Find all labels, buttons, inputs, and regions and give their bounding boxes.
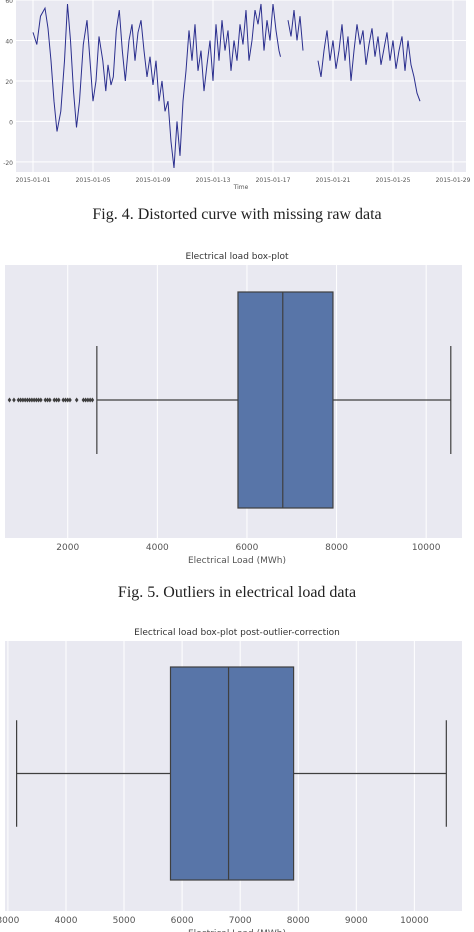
outlier-point	[83, 397, 88, 403]
fig6-box-plot: Electrical load box-plot post-outlier-co…	[0, 624, 474, 932]
y-tick-label: 40	[5, 38, 13, 45]
outlier-point	[30, 397, 34, 403]
outlier-point	[68, 397, 72, 403]
x-tick-label: 8000	[287, 916, 310, 926]
x-tick-label: 3000	[0, 916, 20, 926]
x-tick-label: 2015-01-01	[16, 177, 51, 184]
outlier-point	[32, 397, 36, 403]
fig6-chart-svg: Electrical load box-plot post-outlier-co…	[0, 628, 462, 932]
x-tick-label: 2015-01-29	[436, 177, 471, 184]
x-tick-label: 10000	[412, 543, 441, 553]
outlier-point	[56, 397, 61, 403]
series-line	[32, 3, 281, 169]
outlier-point	[65, 397, 70, 403]
plot-background	[5, 265, 462, 538]
outlier-point	[39, 397, 43, 403]
series-line	[317, 24, 421, 102]
x-tick-label: 2015-01-05	[76, 177, 111, 184]
chart-title: Electrical load box-plot	[185, 252, 289, 262]
x-tick-label: 4000	[55, 916, 78, 926]
x-tick-label: 6000	[171, 916, 194, 926]
outlier-point	[36, 397, 41, 403]
outlier-point	[25, 397, 30, 403]
outlier-point	[21, 397, 25, 403]
chart-title: Electrical load box-plot post-outlier-co…	[134, 628, 340, 638]
y-tick-label: 20	[5, 79, 13, 86]
x-tick-label: 10000	[400, 916, 429, 926]
x-tick-label: 6000	[235, 543, 258, 553]
fig4-caption: Fig. 4. Distorted curve with missing raw…	[92, 206, 382, 223]
outlier-point	[81, 397, 86, 403]
x-axis-label: Electrical Load (MWh)	[188, 556, 286, 566]
x-tick-label: 9000	[345, 916, 368, 926]
iqr-box	[169, 666, 295, 881]
fig5-caption: Fig. 5. Outliers in electrical load data	[117, 584, 357, 601]
fig5-chart-svg: Electrical load box-plot 2000 4000 6000 8000…	[5, 252, 462, 566]
y-tick-label: 0	[9, 119, 13, 126]
outlier-point	[54, 397, 59, 403]
outlier-point	[90, 397, 95, 403]
fig5-box-plot: Electrical load box-plot 2000 4000 6000 8000…	[0, 250, 474, 575]
x-axis-label: Time	[233, 184, 249, 191]
outlier-point	[34, 397, 39, 403]
outlier-point	[61, 397, 66, 403]
series-line	[287, 10, 304, 51]
outlier-point	[18, 397, 23, 403]
plot-background	[16, 0, 466, 172]
y-tick-label: 60	[5, 0, 13, 5]
outlier-point	[48, 397, 52, 403]
x-tick-label: 2000	[56, 543, 79, 553]
outlier-point	[86, 397, 90, 403]
fig4-chart-svg: 60 40 20 0 -20 2015-01-01 2015-01-05 2015-01-09…	[3, 0, 471, 191]
x-tick-label: 2015-01-17	[256, 177, 291, 184]
x-tick-label: 5000	[113, 916, 136, 926]
outlier-point	[23, 397, 27, 403]
outlier-point	[88, 397, 92, 403]
outlier-point	[12, 397, 16, 403]
outlier-point	[63, 397, 68, 403]
outlier-point	[74, 397, 79, 403]
outlier-point	[43, 397, 48, 403]
x-tick-label: 2015-01-25	[376, 177, 411, 184]
x-tick-label: 2015-01-13	[196, 177, 231, 184]
x-tick-label: 8000	[325, 543, 348, 553]
x-tick-label: 7000	[229, 916, 252, 926]
outlier-point	[52, 397, 57, 403]
y-tick-label: -20	[3, 160, 13, 167]
x-axis-label: Electrical Load (MWh)	[188, 929, 286, 932]
outlier-point	[7, 397, 12, 403]
x-tick-label: 2015-01-21	[316, 177, 351, 184]
outlier-point	[16, 397, 21, 403]
x-tick-label: 4000	[146, 543, 169, 553]
outlier-point	[27, 397, 32, 403]
x-tick-label: 2015-01-09	[136, 177, 171, 184]
iqr-box	[237, 291, 334, 509]
outlier-point	[45, 397, 50, 403]
fig4-line-chart: 60 40 20 0 -20 2015-01-01 2015-01-05 2015-01-09…	[0, 0, 474, 195]
